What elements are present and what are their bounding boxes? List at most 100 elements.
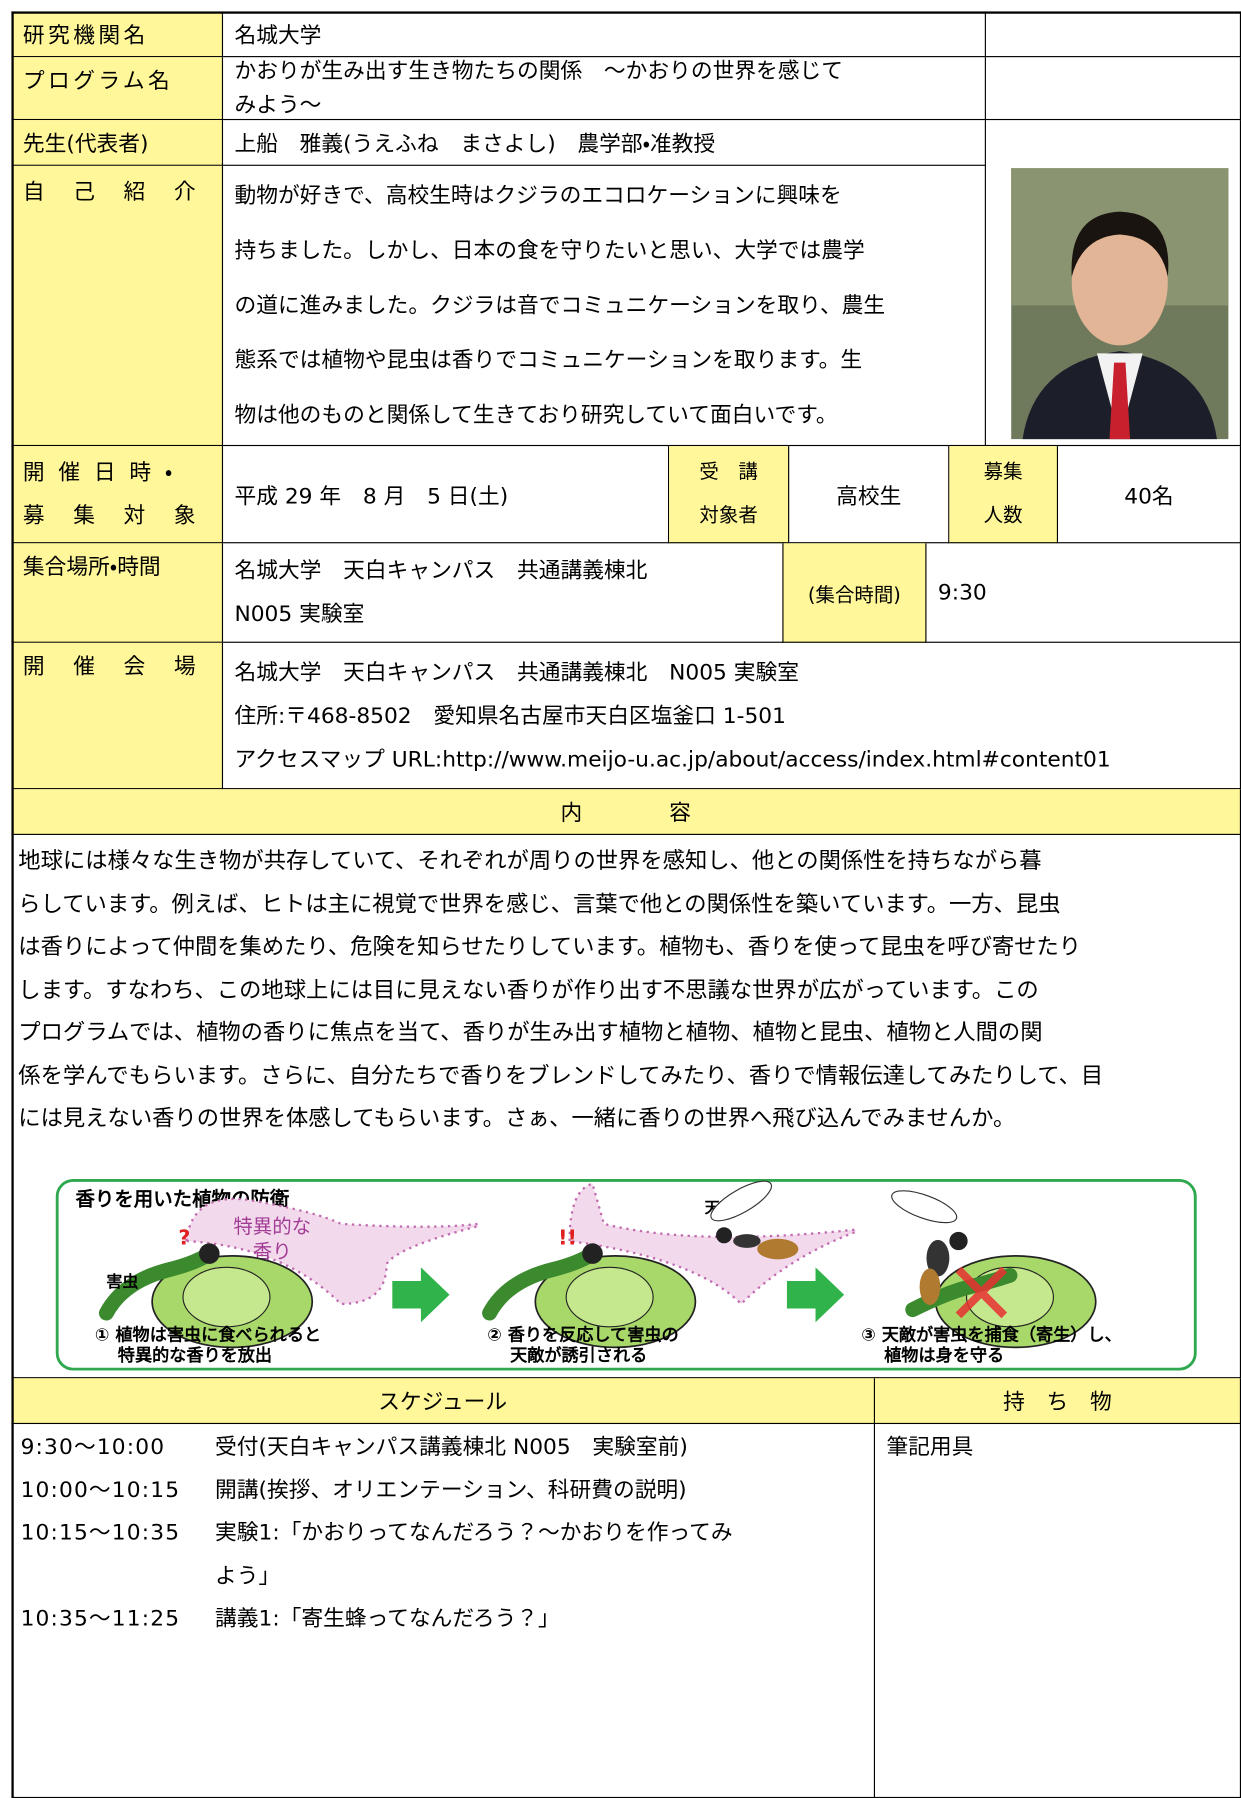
wasp (710, 1180, 799, 1260)
value-cell: 名城大学 (223, 11, 986, 58)
label: 自 己 紹 介 (22, 179, 200, 205)
schedule-activity: 受付(天白キャンパス講義棟北 N005 実験室前) (215, 1426, 688, 1469)
value-cell: 9:30 (926, 543, 1241, 643)
face (1071, 219, 1168, 346)
value: 9:30 (937, 579, 987, 606)
text-line: 地球には様々な生き物が共存していて、それぞれが周りの世界を感知し、他との関係性を… (18, 847, 1042, 874)
activity-line: 講義1:「寄生蜂ってなんだろう？」 (215, 1605, 560, 1632)
wasp (891, 1190, 968, 1306)
label-cell: プログラム名 (11, 57, 224, 121)
caption: ③ 天敵が害虫を捕食（寄生）し、 (861, 1325, 1121, 1346)
heading: スケジュール (378, 1389, 508, 1415)
caption: 植物は身を守る (884, 1345, 1004, 1366)
value: みよう～ (234, 92, 322, 118)
label-cell: 募集 人数 (949, 446, 1059, 544)
label: 開 催 日 時 ・ (22, 459, 176, 485)
text-line: は香りによって仲間を集めたり、危険を知らせたりしています。植物も、香りを使って昆… (18, 933, 1082, 960)
items: 筆記用具 (886, 1434, 974, 1460)
value-cell: 動物が好きで、高校生時はクジラのエコロケーションに興味を 持ちました。しかし、日… (223, 165, 986, 447)
label-cell: 開 催 会 場 (11, 642, 224, 790)
caption: ① 植物は害虫に食べられると (95, 1325, 321, 1346)
text-line: らしています。例えば、ヒトは主に視覚で世界を感じ、言葉で他との関係性を築いていま… (18, 890, 1061, 917)
label: 研究機関名 (22, 22, 149, 49)
value-cell: 名城大学 天白キャンパス 共通講義棟北 N005 実験室 住所:〒468-850… (223, 642, 1241, 790)
label: 受 講 (699, 460, 758, 484)
value-cell: 平成 29 年 8 月 5 日(土) (223, 446, 670, 544)
caterpillar-head (199, 1243, 220, 1264)
value: N005 実験室 (234, 601, 365, 627)
text-line: 動物が好きで、高校生時はクジラのエコロケーションに興味を (234, 183, 842, 209)
heading: 持 ち 物 (1003, 1389, 1112, 1415)
schedule-time: 10:35～11:25 (20, 1605, 181, 1632)
value: アクセスマップ URL:http://www.meijo-u.ac.jp/abo… (234, 746, 1111, 772)
schedule-activity: 講義1:「寄生蜂ってなんだろう？」 (215, 1598, 560, 1641)
caption: 天敵が誘引される (510, 1345, 647, 1366)
scent-label: 特異的な (233, 1215, 311, 1238)
label-cell: 自 己 紹 介 (11, 165, 224, 447)
activity-line: 実験1:「かおりってなんだろう？～かおりを作ってみ (215, 1520, 733, 1546)
value-cell: 名城大学 天白キャンパス 共通講義棟北 N005 実験室 (223, 543, 784, 643)
schedule-row: 9:30～10:00 受付(天白キャンパス講義棟北 N005 実験室前) (21, 1426, 865, 1469)
value-cell: 40名 (1058, 446, 1241, 544)
schedule-activity: 開講(挨拶、オリエンテーション、科研費の説明) (215, 1469, 687, 1512)
value-cell: 上船 雅義(うえふね まさよし) 農学部・准教授 (223, 120, 986, 166)
value-cell: 高校生 (789, 446, 950, 544)
text-line: プログラムでは、植物の香りに焦点を当て、香りが生み出す植物と植物、植物と昆虫、植… (18, 1019, 1043, 1046)
scent-cloud (568, 1182, 857, 1306)
text-line: 物は他のものと関係して生きており研究していて面白いです。 (234, 402, 838, 428)
value: 上船 雅義(うえふね まさよし) 農学部・准教授 (234, 131, 716, 157)
text-line: には見えない香りの世界を体感してもらいます。さぁ、一緒に香りの世界へ飛び込んでみ… (18, 1104, 1016, 1132)
label: 開 催 会 場 (22, 654, 200, 680)
section-heading: 内 容 (11, 789, 1241, 835)
pest-label: 害虫 (106, 1272, 138, 1291)
schedule-row: 10:15～10:35 実験1:「かおりってなんだろう？～かおりを作ってみ よう」 (21, 1512, 865, 1598)
label: 人数 (983, 504, 1023, 528)
hair (1071, 211, 1169, 277)
value: かおりが生み出す生き物たちの関係 ～かおりの世界を感じて (234, 58, 843, 84)
caterpillar (98, 1248, 214, 1321)
scent-cloud (185, 1197, 480, 1306)
value: 住所:〒468-8502 愛知県名古屋市天白区塩釜口 1-501 (234, 702, 786, 729)
section-heading: スケジュール (11, 1378, 876, 1425)
label-cell: 開 催 日 時 ・募 集 対 象 (11, 446, 224, 544)
label: 募集 (983, 460, 1023, 484)
label-cell: (集合時間) (783, 543, 927, 643)
activity-line: 受付(天白キャンパス講義棟北 N005 実験室前) (215, 1434, 688, 1460)
value: 名城大学 天白キャンパス 共通講義棟北 (234, 558, 648, 584)
cabbage (565, 1266, 654, 1328)
schedule-row: 10:35～11:25 講義1:「寄生蜂ってなんだろう？」 (21, 1598, 865, 1641)
figure: 香りを用いた植物の防衛 特異的な 香り 害虫 ? !! 天敵 (55, 1178, 1197, 1371)
text-line: 係を学んでもらいます。さらに、自分たちで香りをブレンドしてみたり、香りで情報伝達… (18, 1062, 1104, 1089)
empty-cell (985, 11, 1241, 58)
activity-line: 開講(挨拶、オリエンテーション、科研費の説明) (215, 1477, 687, 1503)
label-cell: 集合場所・時間 (11, 543, 224, 643)
schedule-time: 9:30～10:00 (20, 1434, 166, 1460)
scent-label: 香り (253, 1240, 292, 1263)
schedule-cell: 9:30～10:00 受付(天白キャンパス講義棟北 N005 実験室前) 10:00… (11, 1424, 876, 1798)
content-cell: 地球には様々な生き物が共存していて、それぞれが周りの世界を感知し、他との関係性を… (11, 834, 1241, 1379)
schedule-activity: 実験1:「かおりってなんだろう？～かおりを作ってみ よう」 (215, 1512, 733, 1598)
text-line: 態系では植物や昆虫は香りでコミュニケーションを取ります。生 (234, 347, 863, 373)
label-cell: 受 講対象者 (669, 446, 790, 544)
label: 募 集 対 象 (22, 503, 200, 529)
caption: ② 香りを反応して害虫の (487, 1325, 678, 1346)
activity-line: よう」 (215, 1563, 281, 1589)
items-cell: 筆記用具 (875, 1424, 1241, 1798)
empty-cell (985, 57, 1241, 121)
label: 先生(代表者) (22, 131, 149, 157)
value: 名城大学 (234, 22, 322, 49)
label: 集合場所・時間 (22, 554, 161, 580)
label-cell: 先生(代表者) (11, 120, 224, 166)
caterpillar-head (582, 1243, 603, 1264)
text-line: します。すなわち、この地球上には目に見えない香りが作り出す不思議な世界が広がって… (18, 976, 1039, 1003)
exclamation-mark: !! (558, 1225, 577, 1249)
question-mark: ? (178, 1225, 190, 1249)
caption: 特異的な香りを放出 (118, 1345, 272, 1366)
value: 40名 (1124, 483, 1174, 509)
value: 名城大学 天白キャンパス 共通講義棟北 N005 実験室 (234, 659, 799, 685)
value: 高校生 (836, 483, 902, 509)
section-heading: 持 ち 物 (875, 1378, 1241, 1425)
schedule-time: 10:15～10:35 (20, 1520, 181, 1546)
heading: 内 容 (560, 800, 691, 826)
label: (集合時間) (807, 583, 901, 607)
